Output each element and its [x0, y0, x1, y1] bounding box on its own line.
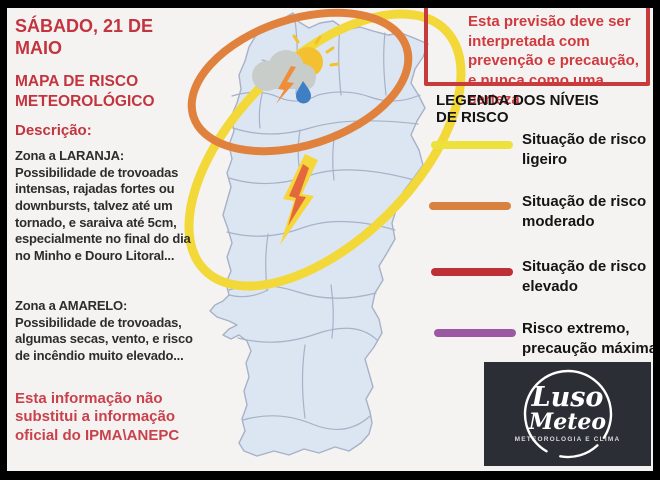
yellow-zone-paragraph: Zona a AMARELO: Possibilidade de trovoad…	[15, 298, 203, 365]
legend-label-orange: Situação de risco moderado	[522, 193, 647, 230]
legend-swatch-purple	[434, 329, 516, 337]
yellow-zone-body: Possibilidade de trovoadas, algumas seca…	[15, 314, 193, 363]
legend-label-red: Situação de risco elevado	[522, 258, 647, 295]
description-label: Descrição:	[15, 122, 92, 139]
small-lightning-icon	[276, 66, 296, 104]
orange-zone-paragraph: Zona a LARANJA: Possibilidade de trovoad…	[15, 148, 203, 264]
orange-zone-heading: Zona a LARANJA:	[15, 148, 124, 163]
legend-swatch-yellow	[431, 141, 513, 149]
raindrop-icon	[296, 81, 311, 104]
portugal-map	[209, 12, 429, 457]
luso-meteo-logo: Luso Meteo METEOROLOGIA E CLIMA	[484, 362, 651, 466]
official-disclaimer: Esta informação não substitui a informaç…	[15, 390, 180, 444]
orange-zone-body: Possibilidade de trovoadas intensas, raj…	[15, 164, 191, 263]
portugal-outline	[209, 12, 429, 457]
logo-inner: Luso Meteo METEOROLOGIA E CLIMA	[484, 362, 651, 466]
legend-title: LEGENDA DOS NÍVEIS DE RISCO	[436, 92, 599, 127]
legend-swatch-red	[431, 268, 513, 276]
legend-label-purple: Risco extremo, precaução máxima	[522, 320, 658, 357]
lightning-bolt-icon	[280, 154, 318, 245]
legend-swatch-orange	[429, 202, 511, 210]
orange-risk-ellipse	[187, 8, 413, 156]
logo-ring-icon	[523, 369, 612, 459]
storm-cloud-icon	[252, 34, 340, 104]
map-risk-title: MAPA DE RISCO METEOROLÓGICO	[15, 73, 155, 110]
logo-tagline: METEOROLOGIA E CLIMA	[514, 435, 621, 443]
date-title: SÁBADO, 21 DE MAIO	[15, 16, 154, 58]
legend-label-yellow: Situação de risco ligeiro	[522, 131, 647, 168]
logo-wordmark-line2: Meteo	[528, 408, 607, 435]
advisory-text: Esta previsão deve ser interpretada com …	[468, 13, 639, 108]
logo-wordmark-line1: Luso	[531, 382, 604, 414]
yellow-zone-heading: Zona a AMARELO:	[15, 298, 128, 313]
advisory-box: Esta previsão deve ser interpretada com …	[424, 2, 650, 108]
